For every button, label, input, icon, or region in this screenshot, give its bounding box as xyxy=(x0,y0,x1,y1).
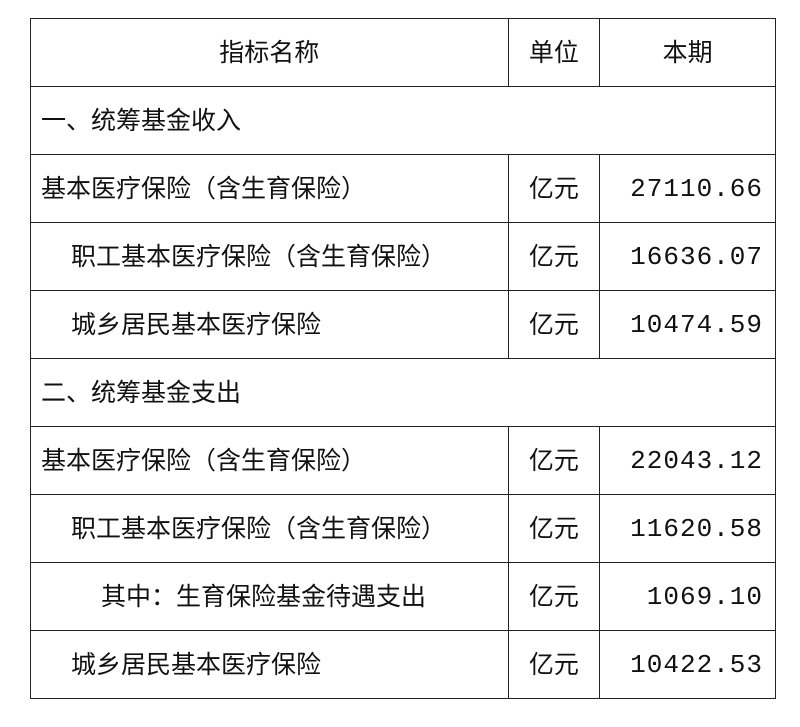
indicator-name: 职工基本医疗保险（含生育保险） xyxy=(30,222,509,291)
indicator-name: 其中：生育保险基金待遇支出 xyxy=(30,562,509,631)
value-cell: 27110.66 xyxy=(599,154,776,223)
data-table: 指标名称 单位 本期 一、统筹基金收入 基本医疗保险（含生育保险） 亿元 27110.… xyxy=(30,18,776,699)
table-row: 基本医疗保险（含生育保险） 亿元 27110.66 xyxy=(30,154,776,223)
unit-cell: 亿元 xyxy=(507,630,601,699)
value-cell: 11620.58 xyxy=(599,494,776,563)
header-unit: 单位 xyxy=(507,18,601,87)
indicator-name: 基本医疗保险（含生育保险） xyxy=(30,154,509,223)
section-row: 二、统筹基金支出 xyxy=(30,358,776,427)
table-row: 基本医疗保险（含生育保险） 亿元 22043.12 xyxy=(30,426,776,495)
value-cell: 10474.59 xyxy=(599,290,776,359)
value-cell: 1069.10 xyxy=(599,562,776,631)
unit-cell: 亿元 xyxy=(507,562,601,631)
indicator-name: 职工基本医疗保险（含生育保险） xyxy=(30,494,509,563)
table-row: 职工基本医疗保险（含生育保险） 亿元 11620.58 xyxy=(30,494,776,563)
header-indicator-name: 指标名称 xyxy=(30,18,509,87)
table-row: 职工基本医疗保险（含生育保险） 亿元 16636.07 xyxy=(30,222,776,291)
value-cell: 22043.12 xyxy=(599,426,776,495)
unit-cell: 亿元 xyxy=(507,222,601,291)
value-cell: 16636.07 xyxy=(599,222,776,291)
unit-cell: 亿元 xyxy=(507,290,601,359)
table-row: 城乡居民基本医疗保险 亿元 10474.59 xyxy=(30,290,776,359)
indicator-name: 城乡居民基本医疗保险 xyxy=(30,630,509,699)
table-header-row: 指标名称 单位 本期 xyxy=(30,18,776,87)
table-row: 城乡居民基本医疗保险 亿元 10422.53 xyxy=(30,630,776,699)
value-cell: 10422.53 xyxy=(599,630,776,699)
section-row: 一、统筹基金收入 xyxy=(30,86,776,155)
unit-cell: 亿元 xyxy=(507,154,601,223)
indicator-name: 城乡居民基本医疗保险 xyxy=(30,290,509,359)
section-title: 二、统筹基金支出 xyxy=(30,358,776,427)
unit-cell: 亿元 xyxy=(507,426,601,495)
table-row: 其中：生育保险基金待遇支出 亿元 1069.10 xyxy=(30,562,776,631)
header-current-period: 本期 xyxy=(599,18,776,87)
section-title: 一、统筹基金收入 xyxy=(30,86,776,155)
indicator-name: 基本医疗保险（含生育保险） xyxy=(30,426,509,495)
unit-cell: 亿元 xyxy=(507,494,601,563)
